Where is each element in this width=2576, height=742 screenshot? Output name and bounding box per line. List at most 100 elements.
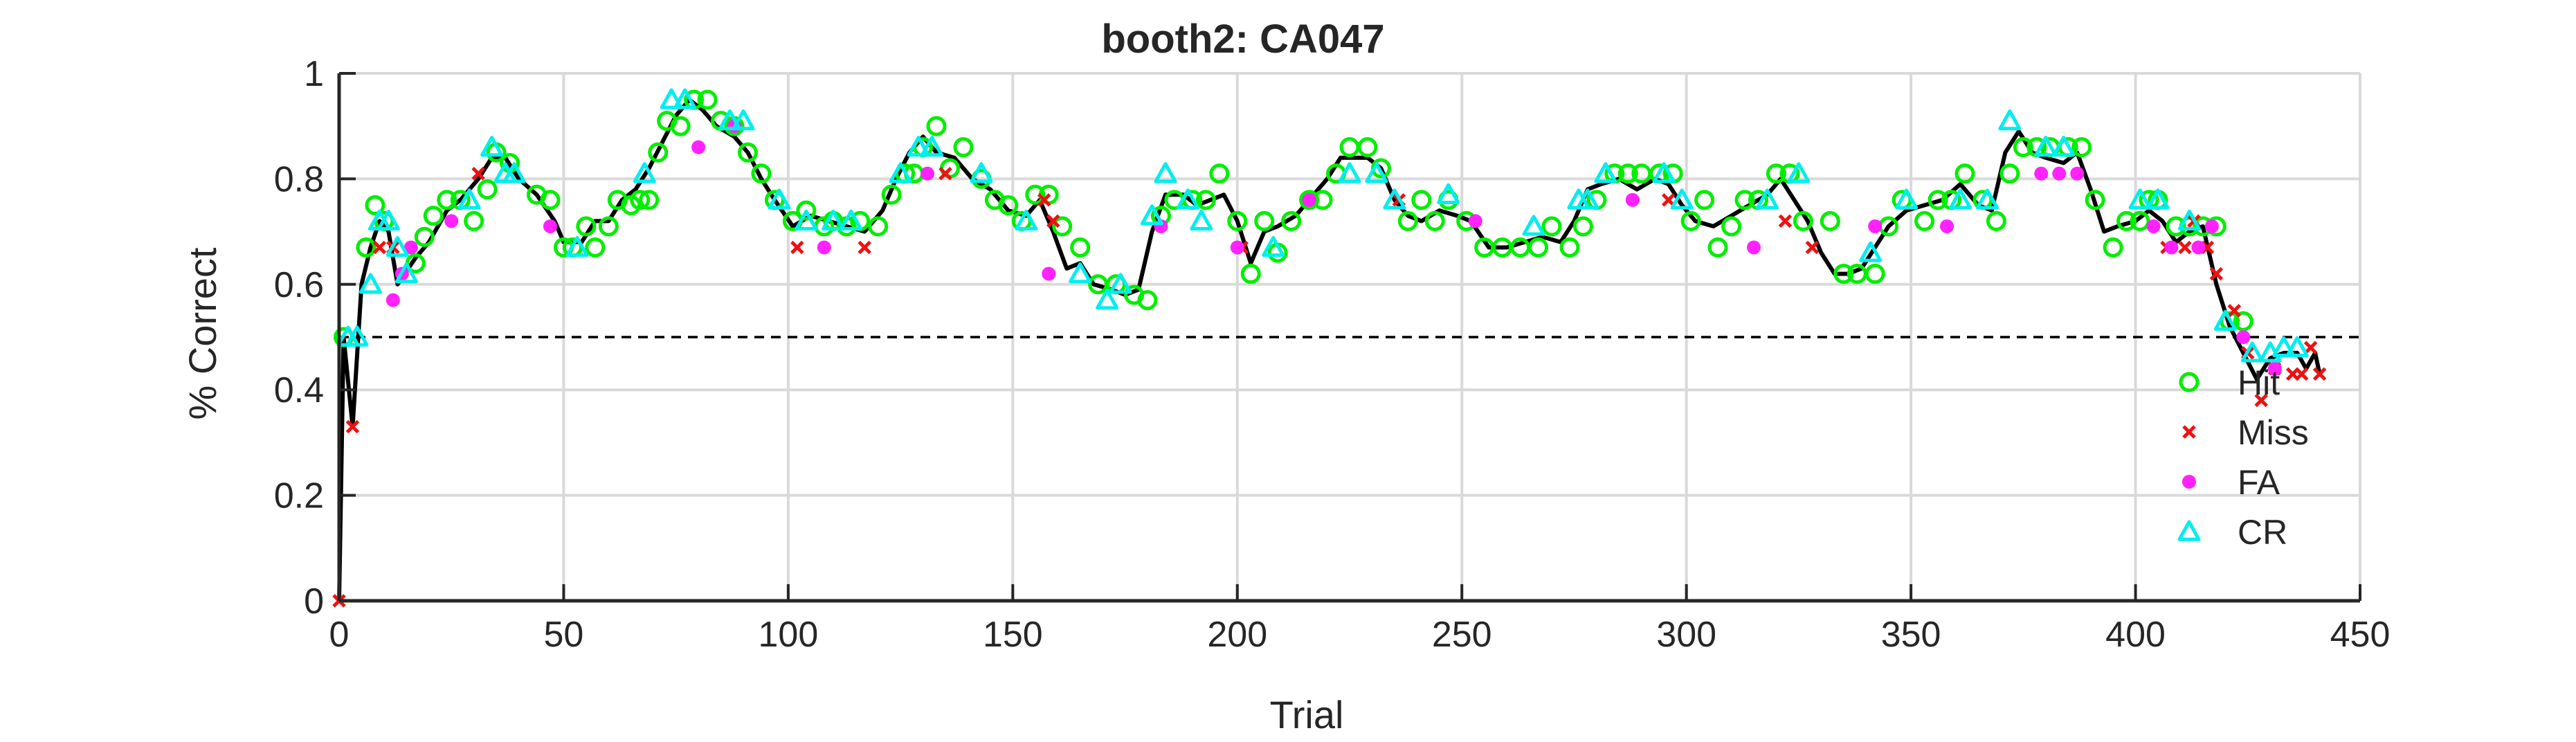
cr-marker (732, 109, 755, 131)
x-tick-label: 100 (759, 615, 819, 655)
hit-marker (926, 116, 947, 136)
cr-marker (2146, 188, 2170, 210)
hit-marker (648, 142, 669, 163)
cr-marker (1594, 162, 1617, 183)
cr-marker (2272, 336, 2296, 357)
hit-marker (751, 163, 772, 184)
hit-marker (1986, 210, 2006, 231)
cr-marker (822, 209, 845, 231)
miss-marker (2227, 304, 2242, 318)
fa-marker (444, 214, 459, 228)
cr-marker (920, 136, 944, 157)
fa-marker (2204, 219, 2219, 233)
legend-label: FA (2238, 463, 2280, 502)
hit-marker (2085, 190, 2105, 210)
hit-marker (1411, 190, 1432, 210)
cr-marker (633, 162, 656, 183)
hit-marker (585, 237, 606, 257)
hit-marker (670, 116, 691, 136)
fa-marker (691, 140, 706, 154)
hit-marker (2233, 311, 2253, 332)
hit-marker (1793, 210, 1813, 231)
hit-marker (540, 190, 561, 210)
hit-marker (1833, 264, 1854, 284)
cr-marker (2052, 136, 2076, 157)
y-tick-label: 0.4 (274, 370, 324, 410)
hit-marker (2103, 237, 2123, 257)
hit-marker (2071, 137, 2092, 158)
fa-marker (920, 166, 935, 181)
hit-marker (1680, 210, 1701, 231)
fa-marker (2267, 361, 2282, 376)
cr-marker (1262, 235, 1285, 257)
miss-marker (2303, 341, 2318, 355)
cr-marker (1190, 209, 1213, 231)
series-cr (336, 88, 2309, 363)
hit-marker (639, 190, 660, 210)
miss-marker (2312, 367, 2327, 381)
miss-marker (2254, 393, 2269, 408)
fa-marker (2236, 330, 2251, 344)
y-axis-label: % Correct (181, 247, 224, 419)
legend-label: Hit (2238, 363, 2280, 402)
x-tick-label: 150 (983, 615, 1043, 655)
cr-marker (480, 136, 504, 157)
chart-title: booth2: CA047 (1101, 17, 1384, 62)
hit-marker (1025, 184, 1046, 205)
hit-marker (477, 179, 498, 200)
hit-marker (2130, 210, 2150, 231)
cr-marker (1787, 162, 1811, 183)
fa-marker (2034, 166, 2049, 181)
y-tick-label: 1 (304, 54, 324, 94)
cr-marker (345, 325, 369, 347)
hit-marker (1928, 190, 1948, 210)
hit-marker (437, 190, 457, 210)
legend: Hit Miss FA CR (2177, 363, 2309, 552)
hit-marker (1572, 216, 1593, 237)
cr-marker (377, 209, 400, 231)
hit-marker (365, 195, 386, 215)
cr-marker (1140, 204, 1163, 226)
fa-marker (817, 240, 831, 255)
legend-cr-marker (2177, 520, 2201, 541)
cr-marker (1154, 162, 1177, 183)
cr-marker (2177, 209, 2201, 231)
miss-marker (471, 167, 485, 181)
cr-marker (768, 188, 791, 210)
hit-marker (1254, 210, 1275, 231)
cr-marker (907, 136, 930, 157)
miss-marker (1778, 214, 1793, 228)
fa-marker (2070, 166, 2085, 181)
cr-marker (718, 109, 742, 131)
hit-marker (1209, 163, 1230, 184)
y-tick-label: 0.8 (274, 159, 324, 199)
legend-hit-marker (2179, 372, 2199, 392)
hit-marker (464, 210, 484, 231)
hit-marker (576, 216, 597, 237)
x-tick-label: 200 (1207, 615, 1267, 655)
cr-marker (2213, 309, 2237, 331)
cr-marker (970, 162, 993, 183)
miss-marker (790, 240, 804, 255)
performance-trace (337, 98, 2322, 601)
hit-marker (1721, 216, 1742, 237)
fa-marker (1230, 240, 1244, 255)
hit-marker (598, 216, 619, 237)
cr-marker (1895, 188, 1919, 210)
miss-marker (1037, 193, 1051, 207)
cr-marker (1998, 109, 2022, 131)
x-tick-label: 50 (544, 615, 584, 655)
cr-marker (1015, 209, 1038, 231)
cr-marker (1652, 162, 1676, 183)
cr-marker (1522, 215, 1545, 236)
fa-marker (1940, 219, 1954, 233)
hit-marker (1734, 190, 1755, 210)
fa-marker (543, 219, 557, 233)
hit-marker (1424, 210, 1445, 231)
cr-marker (889, 162, 912, 183)
fa-marker (2164, 240, 2179, 255)
hit-marker (1052, 216, 1073, 237)
fa-marker (403, 240, 418, 255)
